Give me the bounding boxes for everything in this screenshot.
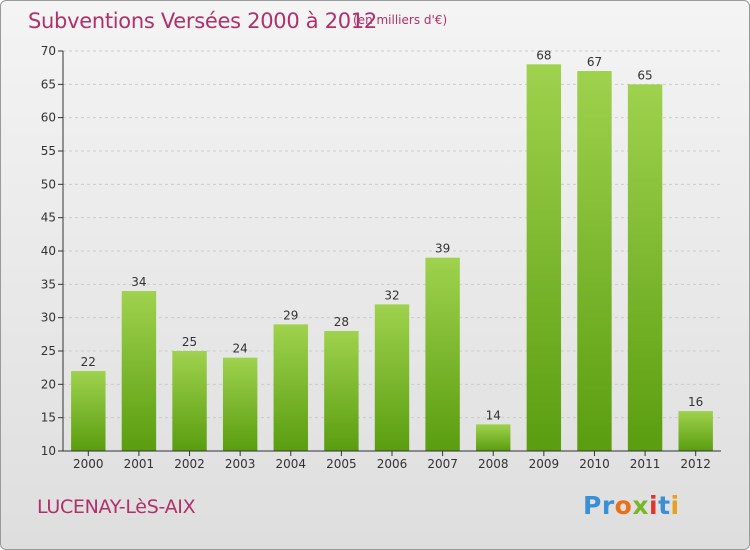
bar: [526, 64, 562, 452]
x-tick-label: 2005: [326, 457, 357, 471]
y-tick-label: 60: [41, 111, 56, 125]
bar-value-label: 28: [334, 315, 349, 329]
bar-value-label: 29: [283, 308, 298, 322]
bar: [121, 291, 157, 451]
bar-value-label: 39: [435, 242, 450, 256]
y-tick-label: 45: [41, 211, 56, 225]
bar: [172, 351, 207, 451]
x-tick-label: 2012: [680, 457, 711, 471]
y-tick-label: 25: [41, 344, 56, 358]
x-tick-label: 2001: [124, 457, 155, 471]
y-tick-label: 50: [41, 177, 56, 191]
bar: [222, 357, 258, 451]
bar-value-label: 14: [486, 408, 501, 422]
bar: [374, 304, 410, 451]
bar: [627, 84, 663, 451]
logo-letter: t: [658, 491, 671, 520]
bar-value-label: 65: [637, 68, 652, 82]
chart-subtitle: (en milliers d'€): [353, 13, 448, 27]
x-tick-label: 2011: [630, 457, 661, 471]
x-tick-label: 2009: [529, 457, 560, 471]
bar-value-label: 24: [233, 342, 248, 356]
x-tick-label: 2006: [377, 457, 408, 471]
bar: [678, 411, 713, 451]
y-tick-label: 40: [41, 244, 56, 258]
y-tick-label: 30: [41, 311, 56, 325]
bar-value-label: 25: [182, 335, 197, 349]
x-tick-label: 2004: [275, 457, 306, 471]
logo-letter: o: [614, 491, 633, 520]
y-tick-label: 10: [41, 444, 56, 458]
x-tick-label: 2007: [427, 457, 458, 471]
bar: [324, 331, 359, 451]
x-tick-label: 2000: [73, 457, 104, 471]
y-tick-label: 55: [41, 144, 56, 158]
bar-value-label: 22: [81, 355, 96, 369]
chart-title: Subventions Versées 2000 à 2012: [28, 9, 377, 33]
bar-value-label: 34: [131, 275, 146, 289]
y-tick-label: 20: [41, 377, 56, 391]
bar: [476, 424, 511, 451]
y-tick-label: 70: [41, 44, 56, 58]
bar: [577, 71, 612, 451]
bar-value-label: 16: [688, 395, 703, 409]
bar: [425, 257, 460, 451]
bar: [71, 371, 106, 451]
bar-value-label: 68: [536, 48, 551, 62]
x-tick-label: 2010: [579, 457, 610, 471]
y-tick-label: 15: [41, 411, 56, 425]
logo-letter: i: [649, 491, 659, 520]
place-name: LUCENAY-LèS-AIX: [37, 496, 196, 518]
bar: [273, 324, 308, 451]
proxiti-logo: Proxiti: [583, 491, 680, 520]
x-tick-label: 2003: [225, 457, 256, 471]
x-tick-label: 2002: [174, 457, 205, 471]
logo-letter: x: [632, 491, 649, 520]
y-tick-label: 35: [41, 277, 56, 291]
logo-letter: r: [601, 491, 615, 520]
x-tick-label: 2008: [478, 457, 509, 471]
logo-letter: P: [583, 491, 602, 520]
bar-value-label: 32: [384, 288, 399, 302]
bar-value-label: 67: [587, 55, 602, 69]
y-tick-label: 65: [41, 77, 56, 91]
logo-letter: i: [670, 491, 680, 520]
